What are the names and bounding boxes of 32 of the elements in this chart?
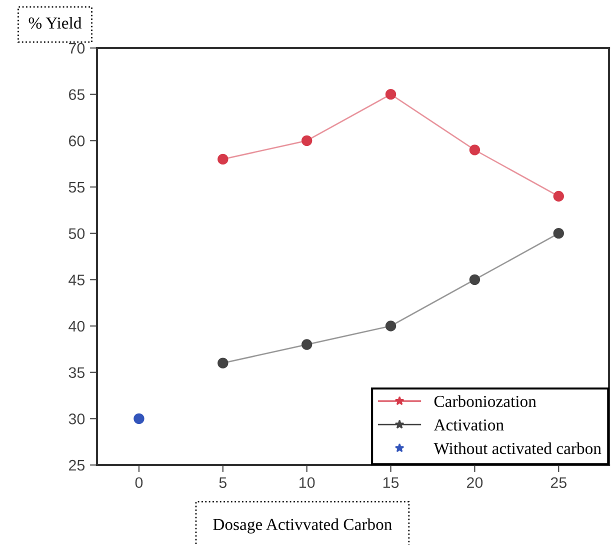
point xyxy=(385,320,396,332)
y-tick-label: 40 xyxy=(68,320,85,332)
y-tick-label: 25 xyxy=(68,460,85,471)
point xyxy=(469,144,480,156)
y-tick-label: 45 xyxy=(68,274,85,286)
point xyxy=(218,358,228,368)
y-tick-label: 30 xyxy=(68,414,85,424)
legend-label: Without activated carbon xyxy=(434,442,602,454)
y-tick-label: 70 xyxy=(68,42,85,54)
point xyxy=(301,339,312,350)
legend-label: Carboniozation xyxy=(434,395,536,408)
point xyxy=(218,154,228,165)
x-tick-label: 5 xyxy=(219,477,227,488)
y-tick-label: 35 xyxy=(68,367,85,378)
x-tick-label: 25 xyxy=(550,477,566,488)
point xyxy=(553,190,564,202)
point xyxy=(134,413,144,424)
x-tick-label: 20 xyxy=(466,477,483,488)
y-tick-label: 65 xyxy=(68,89,85,100)
x-tick-label: 10 xyxy=(300,477,315,488)
x-axis-title: Dosage Activvated Carbon xyxy=(213,518,392,534)
point xyxy=(553,228,564,239)
point xyxy=(469,274,480,286)
y-axis-title: % Yield xyxy=(28,16,82,29)
point xyxy=(301,135,312,146)
y-tick-label: 55 xyxy=(68,182,85,193)
x-tick-label: 15 xyxy=(383,477,399,488)
y-tick-label: 60 xyxy=(68,136,85,146)
y-tick-label: 50 xyxy=(68,228,85,240)
legend-label: Activation xyxy=(434,419,504,431)
x-tick-label: 0 xyxy=(135,477,143,488)
point xyxy=(385,88,396,100)
